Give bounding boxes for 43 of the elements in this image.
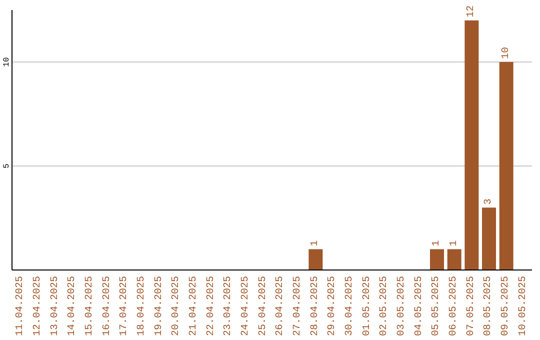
x-tick-label: 02.05.2025 [379,276,390,336]
x-tick-label: 16.04.2025 [102,276,113,336]
x-tick-label: 03.05.2025 [396,276,408,336]
x-tick-label: 25.04.2025 [258,276,269,336]
x-tick-label: 18.04.2025 [136,276,148,336]
x-tick-label: 19.04.2025 [154,276,165,336]
x-tick-label: 04.05.2025 [414,276,425,336]
bar [308,249,323,270]
data-label: 1 [448,240,460,246]
bar [482,208,496,270]
x-tick-label: 23.04.2025 [223,276,234,336]
bar [499,62,514,270]
x-tick-label: 09.05.2025 [500,276,512,336]
x-tick-label: 01.05.2025 [362,276,373,336]
data-label: 10 [500,46,512,59]
data-label: 1 [432,240,442,246]
x-tick-label: 28.04.2025 [310,276,321,336]
x-tick-label: 07.05.2025 [466,276,477,336]
x-tick-label: 24.04.2025 [240,276,252,336]
x-tick-label: 11.04.2025 [15,276,26,336]
bar [447,249,462,270]
y-tick-label: 5 [2,163,12,168]
x-tick-label: 26.04.2025 [275,276,286,336]
x-tick-label: 29.04.2025 [327,276,338,336]
bar [464,20,479,270]
x-tick-label: 10.05.2025 [518,276,529,336]
x-tick-label: 08.05.2025 [483,276,494,336]
x-tick-label: 14.04.2025 [67,276,78,336]
x-tick-label: 17.04.2025 [119,276,130,336]
x-tick-label: 30.04.2025 [344,276,356,336]
x-tick-label: 05.05.2025 [431,276,442,336]
x-tick-label: 06.05.2025 [448,276,460,336]
data-label: 3 [484,198,494,205]
x-tick-label: 15.04.2025 [84,276,96,336]
data-label: 12 [466,5,478,18]
x-tick-label: 22.04.2025 [206,276,217,336]
data-label: 1 [310,240,322,246]
x-tick-label: 13.04.2025 [50,276,61,336]
x-tick-label: 27.04.2025 [292,276,304,336]
bar [430,249,444,270]
x-tick-label: 12.04.2025 [32,276,44,336]
x-tick-label: 21.04.2025 [188,276,200,336]
x-tick-label: 20.04.2025 [171,276,182,336]
